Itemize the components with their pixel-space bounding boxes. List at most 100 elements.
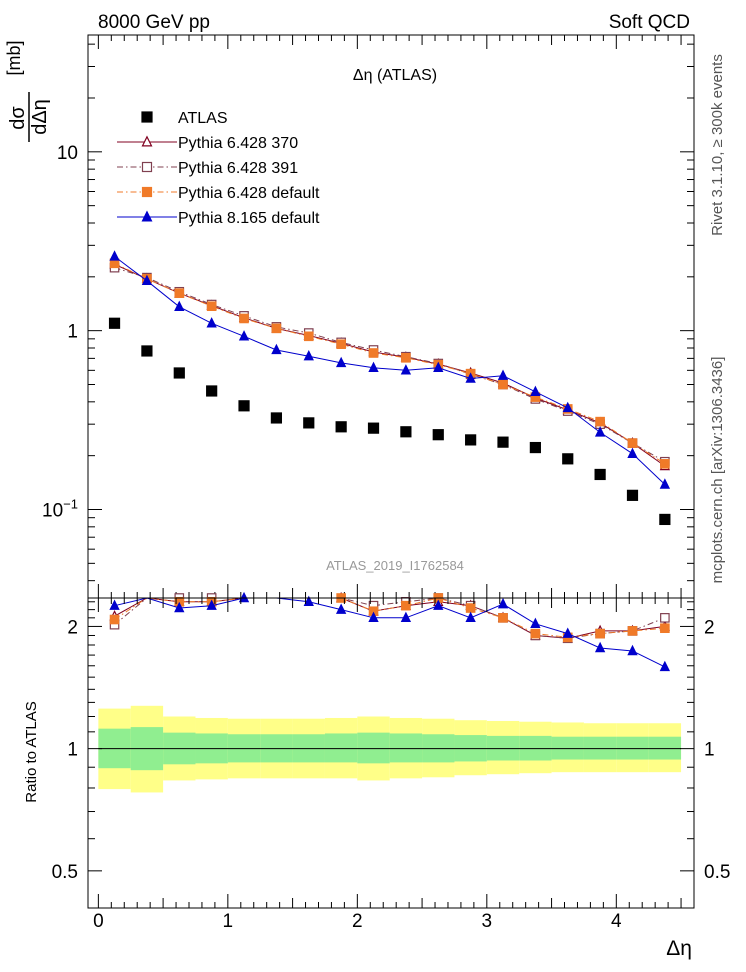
- legend: ATLAS Pythia 6.428 370 Pythia 6.428 391 Pyt…: [117, 110, 320, 227]
- ratio-point: [530, 617, 541, 629]
- x-axis-title: Δη: [666, 937, 692, 960]
- data-point: [627, 438, 638, 448]
- data-point: [594, 426, 606, 437]
- ratio-point: [433, 599, 444, 610]
- data-point: [108, 317, 121, 329]
- ratio-point: [465, 611, 476, 623]
- x-tick-label: 2: [352, 911, 363, 932]
- ratio-point: [594, 641, 606, 653]
- data-point: [659, 513, 671, 526]
- ratio-y-axis-title: Ratio to ATLAS: [23, 701, 40, 802]
- data-point: [303, 349, 314, 361]
- data-point: [270, 412, 283, 424]
- legend-entry-1: Pythia 6.428 370: [117, 135, 298, 152]
- series-line-2: [114, 267, 666, 463]
- data-point: [465, 434, 477, 446]
- data-point: [239, 313, 249, 324]
- data-point: [562, 453, 574, 465]
- ratio-point: [368, 611, 379, 623]
- ratio-point: [465, 603, 476, 613]
- data-point: [303, 417, 315, 429]
- y-axis-title-den: dΔη: [29, 99, 51, 135]
- x-tick-label: 0: [93, 911, 104, 932]
- data-point: [141, 274, 153, 286]
- data-point: [367, 422, 380, 434]
- ratio-line-3: [114, 597, 666, 668]
- data-point: [660, 459, 670, 469]
- data-point: [368, 348, 379, 358]
- data-point: [659, 478, 671, 489]
- legend-marker: [141, 210, 153, 222]
- x-tick-labels: 0 1 2 3 4: [93, 911, 622, 932]
- legend-marker: [141, 135, 153, 147]
- ratio-point: [562, 627, 573, 638]
- legend-label: ATLAS: [178, 110, 228, 127]
- ratio-point: [400, 611, 412, 623]
- data-point: [465, 372, 476, 383]
- legend-label: Pythia 8.165 default: [178, 210, 320, 227]
- ratio-point: [206, 599, 217, 610]
- data-point: [627, 447, 638, 458]
- legend-label: Pythia 6.428 default: [178, 185, 320, 202]
- x-tick-label: 3: [482, 911, 493, 932]
- ratio-frame: [87, 597, 695, 909]
- data-point: [238, 400, 250, 412]
- data-point: [206, 317, 217, 328]
- y-tick-label: 10−1: [42, 497, 78, 522]
- data-point: [432, 429, 444, 441]
- ratio-point: [401, 600, 411, 611]
- data-point: [594, 468, 606, 481]
- data-point: [335, 356, 347, 368]
- ratio-y-tick-label: 0.5: [52, 862, 78, 883]
- data-point: [626, 489, 639, 501]
- data-point: [303, 331, 314, 342]
- ratio-point: [238, 591, 250, 603]
- ratio-y-tick-label-right: 2: [704, 617, 715, 638]
- ratio-point: [174, 601, 185, 613]
- data-point: [595, 416, 605, 427]
- data-point: [498, 379, 508, 390]
- data-point: [530, 385, 541, 397]
- data-point: [368, 361, 379, 373]
- ratio-y-tick-label: 1: [67, 740, 78, 761]
- ratio-y-tick-label-right: 1: [704, 740, 715, 761]
- ratio-point: [595, 628, 605, 639]
- rivet-label: Rivet 3.1.10, ≥ 300k events: [709, 54, 726, 236]
- x-tick-label: 4: [611, 911, 622, 932]
- series-line-4: [114, 256, 666, 485]
- ratio-point: [660, 613, 670, 623]
- band-segment: [389, 733, 423, 763]
- data-point: [400, 364, 412, 375]
- data-point: [271, 323, 282, 334]
- series-3: [109, 258, 670, 469]
- ratio-point: [660, 623, 670, 634]
- band-segment: [648, 736, 682, 760]
- main-panel: 10 1 10−1 Δη (ATLAS) ATLAS_2019_I1762584 d…: [4, 34, 695, 599]
- legend-marker: [141, 111, 153, 123]
- watermark: ATLAS_2019_I1762584: [326, 558, 464, 573]
- data-point: [529, 441, 541, 454]
- data-point: [562, 401, 573, 413]
- y-axis-title: dσ dΔη [mb]: [4, 40, 51, 142]
- ratio-point: [497, 597, 509, 609]
- y-axis-title-num: dσ: [7, 106, 29, 130]
- data-point: [141, 345, 153, 357]
- legend-label: Pythia 6.428 391: [178, 160, 298, 177]
- data-point: [174, 288, 185, 298]
- series-4: [109, 250, 671, 489]
- data-point: [271, 343, 282, 355]
- ratio-line-1: [114, 597, 666, 639]
- ratio-series-3: [109, 591, 671, 672]
- y-tick-label: 10: [57, 143, 78, 164]
- data-point: [433, 361, 444, 373]
- data-point: [174, 300, 185, 312]
- ratio-point: [627, 644, 638, 656]
- series-0: [108, 317, 671, 526]
- ratio-y-tick-label-right: 0.5: [704, 862, 730, 883]
- data-point: [497, 436, 509, 448]
- legend-label: Pythia 6.428 370: [178, 135, 298, 152]
- band-segment: [357, 732, 390, 764]
- series-line-3: [114, 262, 666, 465]
- data-point: [238, 330, 250, 341]
